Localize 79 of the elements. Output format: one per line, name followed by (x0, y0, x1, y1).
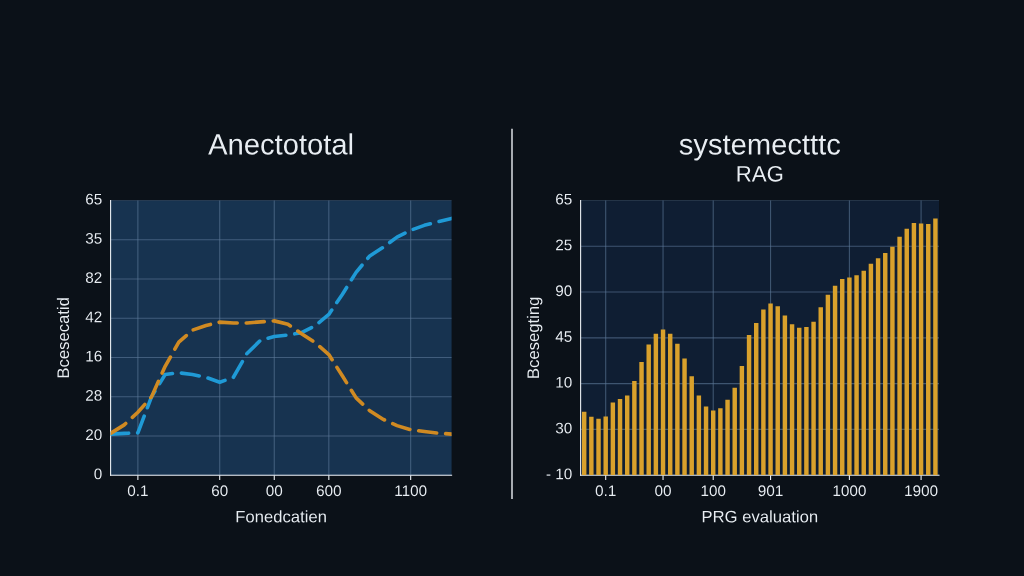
bar (854, 275, 859, 476)
bar (589, 416, 594, 476)
bar (883, 253, 888, 476)
chart-subtitle: RAG (737, 165, 783, 182)
bar (789, 324, 795, 476)
bar (675, 343, 680, 476)
text: 90 (556, 285, 572, 297)
bar (682, 358, 687, 476)
bar (797, 327, 802, 476)
y-axis-title: Bcesegting (526, 297, 543, 378)
text: 16 (86, 350, 102, 362)
text: 30 (555, 422, 572, 434)
bar (926, 224, 931, 476)
bar (703, 406, 709, 476)
text: 35 (85, 232, 102, 244)
x-tick-label: 00 (655, 485, 671, 497)
text: 65 (86, 193, 102, 205)
text: 20 (86, 429, 102, 441)
bar (840, 279, 845, 476)
x-tick-label: 1100 (395, 485, 427, 497)
x-tick-label: 0.1 (595, 485, 616, 497)
bar (782, 315, 788, 476)
bar (804, 327, 809, 476)
bar (746, 335, 752, 476)
bar (861, 270, 866, 476)
bar (732, 387, 737, 476)
bar (617, 398, 623, 476)
text: 82 (85, 272, 102, 284)
x-tick-label: 1000 (833, 485, 866, 497)
bar (739, 366, 745, 476)
bar (775, 306, 780, 476)
bar (653, 333, 659, 476)
bar (596, 418, 601, 476)
bar (832, 285, 838, 476)
text: 0 (94, 468, 102, 480)
bar (875, 258, 881, 476)
x-axis-title: PRG evaluation (702, 510, 818, 523)
bar (904, 228, 909, 476)
bar (632, 380, 637, 476)
chart-title: Anectototal (208, 133, 353, 155)
bar (689, 376, 694, 476)
bar (667, 333, 673, 476)
x-tick-label: 00 (266, 485, 283, 497)
bar (811, 321, 816, 476)
text: 65 (556, 193, 572, 205)
text: 25 (556, 239, 572, 251)
bar (768, 303, 773, 476)
y-axis-title: Bcesecatid (56, 298, 70, 378)
text: 10 (556, 376, 572, 388)
bar (818, 307, 823, 476)
x-axis-title: Fonedcatien (236, 510, 326, 523)
x-tick-label: 60 (211, 485, 228, 497)
chart-title: systemectttc (679, 135, 841, 161)
text: 28 (86, 389, 102, 401)
text: - 10 (546, 468, 572, 480)
bar (718, 408, 723, 476)
bar (639, 361, 644, 476)
bar (710, 410, 716, 476)
bar (725, 399, 730, 476)
x-tick-label: 600 (316, 485, 341, 497)
bar (660, 329, 666, 476)
bar (897, 236, 902, 476)
bar (754, 322, 759, 476)
bar (761, 309, 766, 476)
text: 42 (85, 311, 102, 323)
x-tick-label: 100 (701, 485, 726, 497)
x-tick-label: 0.1 (127, 485, 148, 497)
bar (847, 277, 852, 476)
x-tick-label: 1900 (905, 485, 938, 497)
bar (911, 223, 917, 476)
x-tick-label: 901 (758, 485, 783, 497)
bar (825, 294, 831, 476)
bar (890, 246, 895, 476)
bar (868, 263, 874, 476)
bar (933, 218, 938, 476)
bar (918, 223, 924, 476)
text: 45 (555, 331, 572, 342)
bar (646, 344, 651, 476)
bar (603, 416, 608, 476)
